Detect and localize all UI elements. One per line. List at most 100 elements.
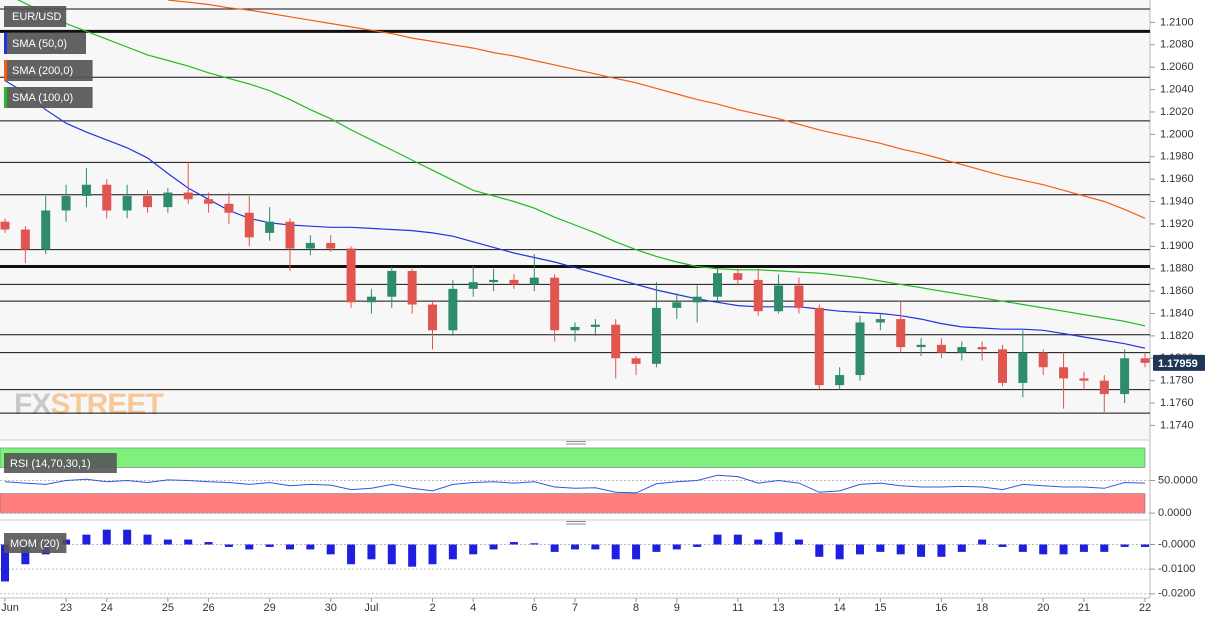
- candle-body: [570, 326, 580, 331]
- candle-body: [1059, 367, 1069, 379]
- indicator-bar: [306, 544, 315, 550]
- indicator-bar: [163, 539, 172, 545]
- watermark-street: STREET: [50, 388, 163, 421]
- candle-body: [468, 282, 478, 289]
- candle-body: [102, 184, 112, 211]
- candle-body: [916, 344, 926, 348]
- indicator-bar: [184, 539, 193, 545]
- indicator-bar: [774, 532, 783, 545]
- y-tick-label: 1.1900: [1160, 240, 1194, 252]
- x-tick-label: Jul: [364, 602, 378, 614]
- indicator-bar: [367, 544, 376, 560]
- candle-body: [855, 322, 865, 376]
- indicator-bar: [347, 544, 356, 565]
- indicator-bar: [652, 544, 661, 552]
- indicator-bar: [21, 544, 30, 565]
- indicator-bar: [143, 534, 152, 545]
- candle-body: [81, 184, 91, 196]
- indicator-bar: [1079, 544, 1088, 552]
- indicator-bar: [245, 544, 254, 550]
- candle-body: [143, 195, 152, 208]
- legend: RSI (14,70,30,1) MOM (20) EUR/USD SMA (50,0…: [4, 6, 117, 553]
- legend-box: [4, 6, 67, 27]
- indicator-bar: [733, 534, 742, 545]
- indicator-label: MOM (20): [4, 533, 67, 553]
- candle-body: [1079, 378, 1089, 381]
- indicator-bar: [856, 544, 864, 555]
- x-tick-label: 29: [264, 602, 276, 614]
- x-tick-label: 24: [101, 602, 113, 614]
- candle-body: [204, 199, 214, 204]
- indicator-bar: [957, 544, 966, 552]
- indicator-bar: [286, 544, 294, 550]
- candle-body: [346, 248, 356, 303]
- indicator-bar: [713, 534, 722, 545]
- candle-body: [713, 273, 722, 297]
- indicator-band: [0, 493, 1146, 514]
- y-tick-label: -0.0100: [1158, 563, 1195, 575]
- candle-body: [814, 307, 824, 386]
- legend-text: RSI (14,70,30,1): [10, 458, 91, 470]
- y-tick-label: 1.2040: [1160, 83, 1194, 95]
- indicator-bar: [224, 544, 233, 547]
- candle-body: [285, 221, 295, 249]
- indicator-bar: [82, 534, 91, 545]
- y-tick-label: 1.1960: [1160, 173, 1194, 185]
- candle-body: [733, 273, 743, 280]
- y-tick-label: 1.2100: [1160, 16, 1194, 28]
- separator-grip[interactable]: [566, 441, 586, 525]
- candle-body: [590, 324, 600, 327]
- x-tick-label: 9: [674, 602, 680, 614]
- indicator-bar: [123, 529, 132, 545]
- indicator-bar: [489, 544, 498, 550]
- candle-body: [122, 195, 132, 211]
- indicator-bar: [835, 544, 844, 560]
- watermark-fx: FX: [14, 388, 51, 421]
- indicator-bar: [408, 544, 417, 567]
- candle-body: [631, 358, 641, 364]
- candle-body: [977, 347, 987, 350]
- mom-plot: [0, 529, 1150, 595]
- axes: 1.2100 1.2080 1.2060 1.2040 1.2020 1.2000 1.19…: [1, 16, 1205, 614]
- candle-body: [448, 288, 458, 331]
- y-tick-label: 1.1940: [1160, 195, 1194, 207]
- indicator-bar: [611, 544, 620, 560]
- candle-body: [611, 324, 621, 359]
- y-tick-label: 1.2020: [1160, 106, 1194, 118]
- watermark: FXSTREET: [14, 388, 163, 421]
- candle-body: [265, 221, 275, 233]
- legend-box: [4, 33, 86, 54]
- x-tick-label: 20: [1037, 602, 1049, 614]
- candle-body: [20, 229, 30, 250]
- sma-line: [17, 0, 1146, 327]
- sma-line: [167, 0, 1146, 219]
- x-tick-label: 15: [874, 602, 886, 614]
- indicator-band: [0, 447, 1146, 468]
- candle-body: [163, 192, 173, 208]
- candle-body: [936, 344, 946, 353]
- price-panel-bg: [0, 0, 1150, 440]
- legend-box: [4, 533, 67, 553]
- candle-body: [326, 242, 336, 249]
- x-tick-label: 23: [60, 602, 72, 614]
- x-tick-label: Jun: [1, 602, 19, 614]
- y-tick-label: -0.0000: [1158, 538, 1195, 550]
- y-tick-label: 1.1840: [1160, 307, 1194, 319]
- indicator-bar: [693, 544, 702, 547]
- x-tick-label: 25: [162, 602, 174, 614]
- candle-body: [875, 319, 885, 323]
- indicator-bar: [204, 542, 213, 545]
- y-tick-label: 1.1760: [1160, 397, 1194, 409]
- indicator-line: [4, 474, 1146, 494]
- legend-box: [4, 87, 93, 108]
- y-tick-label: 0.0000: [1158, 507, 1192, 519]
- price-plot: [0, 0, 1150, 414]
- indicator-bar: [896, 544, 905, 555]
- indicator-bar: [794, 539, 803, 545]
- indicator-bar: [1018, 544, 1027, 552]
- x-tick-label: 4: [470, 602, 476, 614]
- candle-body: [1120, 358, 1130, 395]
- indicator-bar: [102, 529, 111, 545]
- candle-body: [489, 279, 499, 283]
- x-tick-label: 11: [732, 602, 743, 614]
